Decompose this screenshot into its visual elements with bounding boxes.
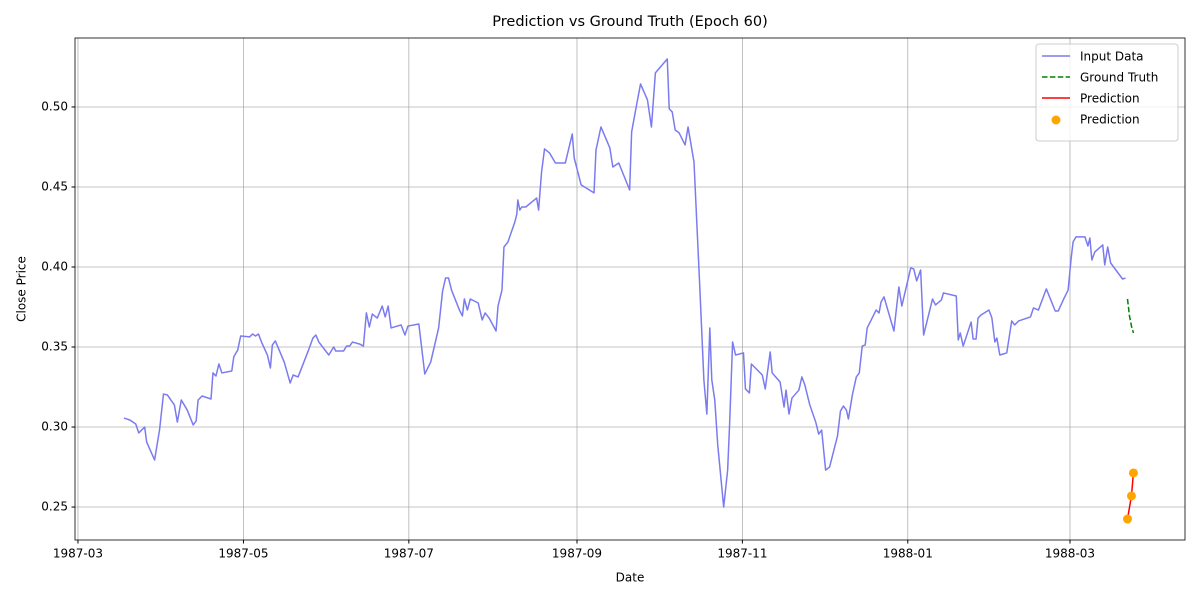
x-tick-label: 1987-07: [384, 547, 434, 561]
y-tick-label: 0.40: [41, 259, 68, 273]
x-tick-label: 1988-03: [1045, 547, 1095, 561]
x-tick-label: 1987-09: [552, 547, 602, 561]
scatter-point: [1122, 514, 1132, 524]
x-tick-label: 1987-05: [218, 547, 268, 561]
legend: Input Data Ground Truth Prediction Predicti…: [1035, 43, 1179, 142]
legend-label: Prediction: [1080, 92, 1140, 106]
legend-label: Prediction: [1080, 113, 1140, 127]
chart-title: Prediction vs Ground Truth (Epoch 60): [492, 14, 767, 30]
x-tick-label: 1987-03: [53, 547, 103, 561]
axes-frame: [74, 37, 1186, 541]
y-tick-label: 0.50: [41, 99, 68, 113]
legend-label: Ground Truth: [1080, 71, 1158, 85]
x-tick-label: 1988-01: [883, 547, 933, 561]
y-tick-label: 0.30: [41, 420, 68, 434]
series-line: [123, 58, 1126, 508]
x-tick-label: 1987-11: [717, 547, 767, 561]
legend-box: [1035, 43, 1179, 142]
y-tick-label: 0.45: [41, 179, 68, 193]
legend-label: Input Data: [1080, 50, 1144, 64]
scatter-point: [1128, 468, 1138, 478]
y-tick-label: 0.25: [41, 500, 68, 514]
scatter-point: [1126, 491, 1136, 501]
y-tick-label: 0.35: [41, 340, 68, 354]
x-axis-label: Date: [616, 571, 645, 585]
series-line: [1126, 298, 1135, 334]
legend-marker: [1051, 115, 1061, 125]
y-axis-label: Close Price: [15, 256, 29, 322]
